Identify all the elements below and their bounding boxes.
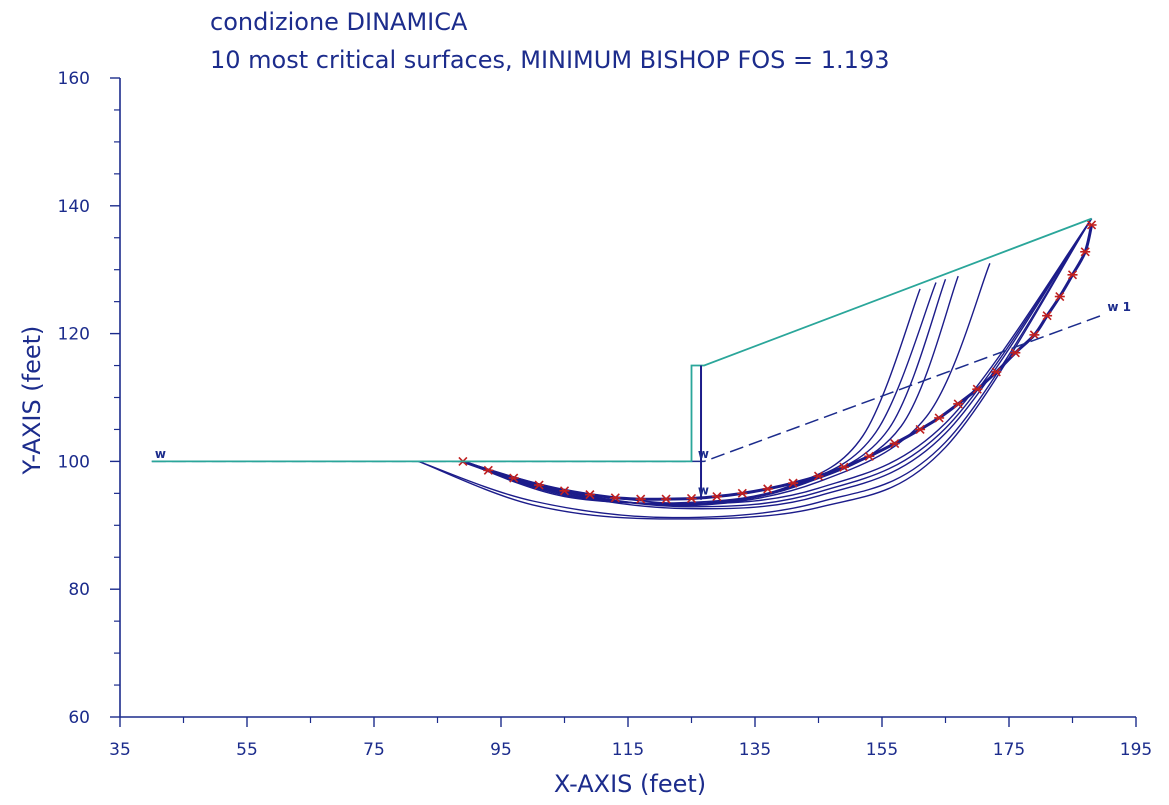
y-tick-label: 100: [58, 452, 90, 472]
critical-point-marker: [661, 494, 672, 504]
critical-point-marker: [889, 438, 900, 449]
critical-point-marker: [610, 493, 621, 503]
water-table-line: [151, 313, 1105, 463]
water-label: w: [155, 447, 166, 461]
slip-surface-2: [462, 218, 1093, 508]
critical-point-marker: [864, 451, 875, 461]
y-tick-label: 140: [58, 197, 90, 217]
plot-area: w w w w 1: [151, 217, 1131, 520]
x-tick-label: 35: [109, 740, 131, 760]
axes: 35 55 75 95 115 135 155 175 195 60 80 100 120 140 160: [58, 69, 1153, 760]
critical-point-marker: [1029, 330, 1040, 340]
critical-point-marker: [813, 471, 824, 481]
critical-point-marker: [1054, 291, 1065, 302]
slip-surface-4: [418, 218, 1093, 519]
x-axis-label: X-AXIS (feet): [554, 770, 706, 798]
x-tick-label: 135: [739, 740, 771, 760]
x-tick-label: 115: [612, 740, 644, 760]
critical-point-marker: [686, 493, 697, 504]
x-tick-label: 95: [490, 740, 512, 760]
critical-point-marker: [635, 494, 646, 504]
y-tick-label: 160: [58, 69, 90, 89]
slip-surface-5: [418, 218, 1093, 520]
y-tick-label: 60: [68, 708, 90, 728]
slip-surface-9: [462, 275, 959, 506]
critical-point-marker: [991, 367, 1002, 377]
critical-point-marker: [1042, 311, 1053, 321]
water-label: w: [698, 447, 709, 461]
y-axis-label: Y-AXIS (feet): [18, 326, 46, 476]
critical-point-marker: [1086, 220, 1097, 230]
x-tick-label: 155: [866, 740, 898, 760]
critical-point-marker: [838, 462, 849, 472]
critical-point-marker: [711, 491, 722, 502]
x-tick-label: 75: [363, 740, 385, 760]
critical-point-marker: [1080, 247, 1091, 257]
critical-point-marker: [559, 486, 570, 496]
x-tick-label: 175: [993, 740, 1025, 760]
x-tick-label: 195: [1120, 740, 1152, 760]
critical-point-marker: [483, 465, 494, 475]
chart-subtitle: 10 most critical surfaces, MINIMUM BISHO…: [210, 46, 890, 74]
chart-title: condizione DINAMICA: [210, 8, 468, 36]
critical-point-marker: [508, 473, 519, 483]
critical-point-marker: [737, 488, 748, 498]
critical-point-marker: [972, 384, 983, 394]
ground-surface-line: [151, 217, 1092, 463]
x-tick-label: 55: [236, 740, 258, 760]
critical-point-marker: [1067, 270, 1078, 280]
slip-surface-7: [462, 282, 937, 505]
critical-point-marker: [584, 490, 595, 500]
y-tick-label: 120: [58, 325, 90, 345]
critical-point-marker: [788, 478, 799, 488]
water-label: w 1: [1107, 300, 1131, 314]
critical-point-marker: [934, 413, 945, 423]
y-tick-label: 80: [68, 580, 90, 600]
critical-point-marker: [953, 399, 964, 409]
water-label: w: [698, 484, 709, 498]
critical-point-marker: [762, 484, 773, 494]
critical-point-marker: [534, 480, 545, 490]
critical-point-marker: [1010, 348, 1021, 358]
critical-point-marker: [915, 424, 926, 435]
